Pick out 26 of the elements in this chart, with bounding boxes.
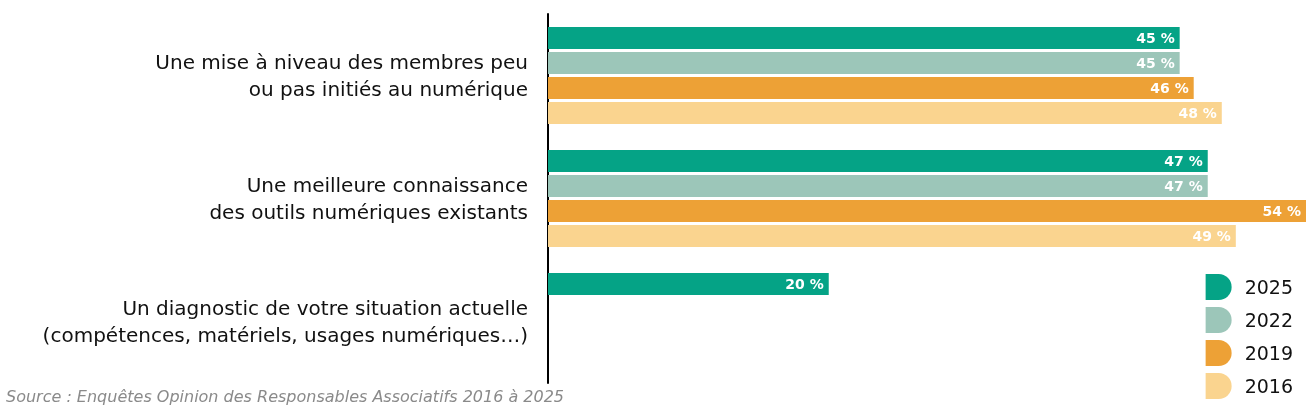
bar bbox=[548, 200, 1306, 223]
data-label: 49 % bbox=[1192, 228, 1231, 245]
bar bbox=[548, 102, 1222, 125]
data-label: 48 % bbox=[1178, 105, 1217, 122]
data-label: 20 % bbox=[785, 275, 824, 292]
y-tick-label: Une meilleure connaissance des outils numériques existants bbox=[209, 173, 528, 224]
legend-label: 2025 bbox=[1244, 276, 1294, 298]
legend-label: 2022 bbox=[1244, 309, 1294, 331]
legend-label: 2019 bbox=[1244, 342, 1294, 364]
legend-label: 2016 bbox=[1244, 375, 1294, 397]
data-label: 45 % bbox=[1136, 29, 1175, 46]
y-tick-label: Un diagnostic de votre situation actuelle (compétences, matériels, usages numériques…) bbox=[42, 296, 528, 347]
bar bbox=[548, 149, 1208, 172]
data-label: 47 % bbox=[1164, 177, 1203, 194]
data-label: 46 % bbox=[1150, 80, 1189, 97]
bar bbox=[548, 51, 1180, 74]
data-label: 47 % bbox=[1164, 152, 1203, 169]
bar bbox=[548, 77, 1194, 100]
bar bbox=[548, 174, 1208, 197]
data-label: 45 % bbox=[1136, 54, 1175, 71]
data-label: 54 % bbox=[1262, 203, 1301, 220]
bar bbox=[548, 272, 829, 295]
bar bbox=[548, 26, 1180, 49]
y-tick-label: Une mise à niveau des membres peu ou pas initiés au numérique bbox=[155, 50, 528, 101]
bar bbox=[548, 225, 1236, 248]
source-note: Source : Enquêtes Opinion des Responsables Associatifs 2016 à 2025 bbox=[6, 386, 565, 406]
